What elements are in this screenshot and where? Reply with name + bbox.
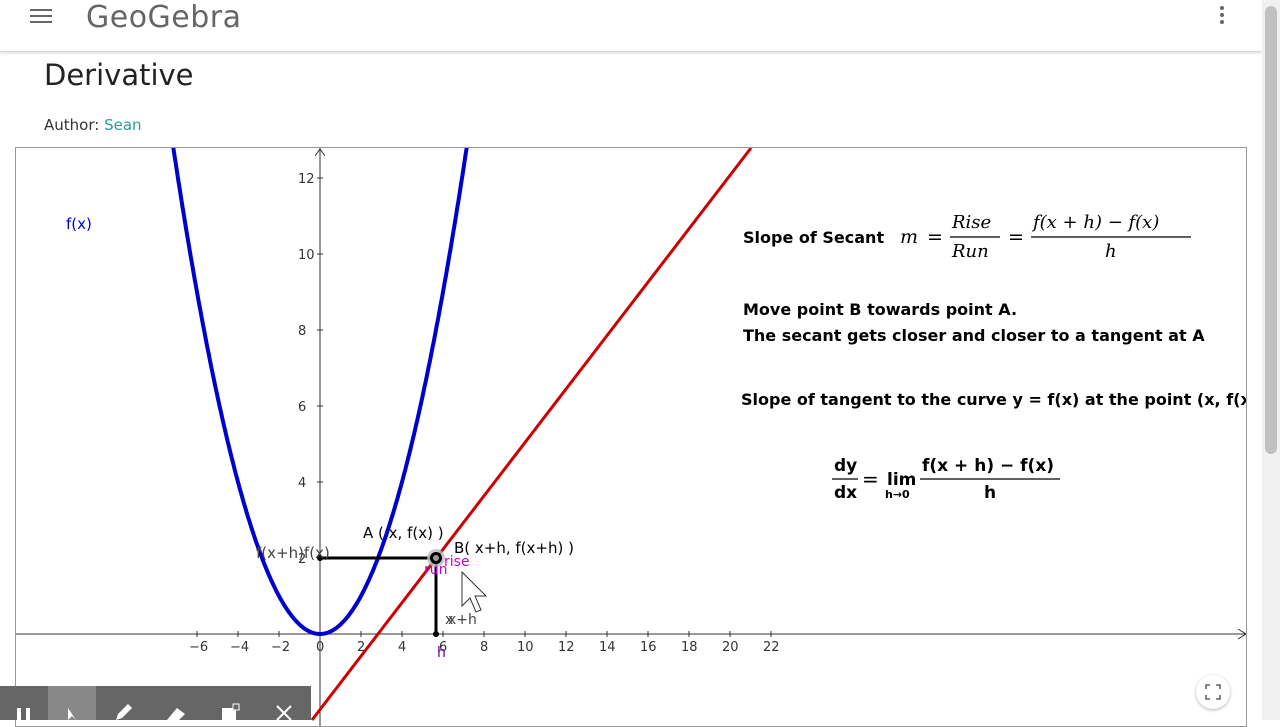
- author-label: Author:: [44, 116, 100, 134]
- move-tool-icon[interactable]: [48, 686, 96, 720]
- pen-icon[interactable]: [100, 686, 148, 720]
- fullscreen-button[interactable]: [1196, 675, 1230, 709]
- y-tick-label: 2: [298, 552, 306, 567]
- close-icon[interactable]: [260, 686, 308, 720]
- page-scrollbar[interactable]: [1262, 0, 1280, 720]
- y-tick-label: 12: [298, 172, 315, 187]
- x-tick-label: −4: [230, 640, 249, 655]
- x-tick-label: 22: [763, 640, 780, 655]
- svg-text:=: =: [862, 467, 879, 491]
- svg-text:h: h: [1105, 241, 1117, 262]
- x-axis-point: [433, 631, 439, 637]
- x-tick-label: 6: [439, 640, 447, 655]
- secant-formula: m = Rise Run = f(x + h) − f(x) h: [900, 212, 1191, 262]
- svg-text:=: =: [927, 226, 943, 248]
- author-line: Author: Sean: [44, 116, 142, 134]
- x-tick-label: 16: [640, 640, 657, 655]
- x-tick-label: 20: [722, 640, 739, 655]
- drawing-toolbar: [0, 686, 311, 720]
- y-tick-label: 10: [298, 248, 315, 263]
- x-tick-label: 18: [681, 640, 698, 655]
- y-value-labels: f(x+h)f(x): [256, 544, 330, 562]
- point-a-label: A ( x, f(x) ): [363, 524, 444, 542]
- pause-icon[interactable]: [0, 686, 48, 720]
- svg-text:dy: dy: [834, 456, 857, 476]
- x-tick-label: 2: [357, 640, 365, 655]
- rise-label: rise: [444, 554, 470, 570]
- x-tick-label: 12: [558, 640, 575, 655]
- x-plus-h-label: x+h: [448, 612, 477, 628]
- instruction-line-2: The secant gets closer and closer to a t…: [743, 326, 1205, 345]
- h-label: h: [437, 645, 446, 661]
- x-tick-label: −2: [271, 640, 290, 655]
- x-tick-label: 0: [316, 640, 324, 655]
- y-tick-label: 8: [298, 324, 306, 339]
- slope-secant-label: Slope of Secant: [743, 228, 884, 247]
- svg-text:f(x + h) − f(x): f(x + h) − f(x): [922, 456, 1054, 476]
- x-tick-label: 8: [480, 640, 488, 655]
- instruction-line-1: Move point B towards point A.: [743, 300, 1017, 319]
- x-axis-ticks: −6 −4 −2 0 2 4 6 8 10 12 14 16 18 20 22: [189, 631, 780, 655]
- eraser-icon[interactable]: [152, 686, 200, 720]
- page-title: Derivative: [44, 58, 194, 92]
- derivative-formula: dy dx = lim h→0 f(x + h) − f(x) h: [832, 456, 1060, 503]
- point-b-label: B( x+h, f(x+h) ): [454, 539, 574, 557]
- svg-text:h: h: [984, 483, 996, 503]
- x-label: x: [445, 612, 453, 628]
- function-curve[interactable]: [171, 148, 469, 636]
- svg-text:=: =: [1008, 226, 1024, 248]
- geogebra-logo[interactable]: GeoGebra: [86, 0, 242, 35]
- svg-text:lim: lim: [887, 470, 916, 490]
- tangent-slope-label: Slope of tangent to the curve y = f(x) a…: [741, 390, 1247, 409]
- geogebra-applet[interactable]: −6 −4 −2 0 2 4 6 8 10 12 14 16 18 20 22 2 4 6 8 10 12 f(x) …: [15, 147, 1247, 727]
- author-link[interactable]: Sean: [104, 116, 142, 134]
- x-tick-label: −6: [189, 640, 208, 655]
- y-axis-ticks: 2 4 6 8 10 12: [298, 172, 323, 567]
- run-label: run: [424, 562, 448, 578]
- function-label: f(x): [66, 215, 92, 233]
- svg-text:f(x + h) − f(x): f(x + h) − f(x): [1031, 212, 1159, 233]
- svg-text:dx: dx: [834, 483, 857, 503]
- svg-text:Run: Run: [951, 241, 989, 262]
- y-tick-label: 4: [298, 476, 306, 491]
- shape-icon[interactable]: [206, 686, 254, 720]
- svg-text:Rise: Rise: [951, 212, 991, 233]
- y-axis-point: [317, 555, 323, 561]
- fullscreen-icon: [1205, 684, 1221, 700]
- svg-text:h→0: h→0: [885, 488, 910, 501]
- vertical-dots-icon[interactable]: [1214, 6, 1230, 28]
- scrollbar-thumb[interactable]: [1265, 6, 1277, 454]
- x-tick-label: 14: [599, 640, 616, 655]
- x-tick-label: 4: [398, 640, 406, 655]
- x-tick-label: 10: [517, 640, 534, 655]
- mouse-cursor-icon: [461, 570, 488, 613]
- secant-line[interactable]: [310, 148, 753, 721]
- hamburger-menu-icon[interactable]: [30, 9, 52, 25]
- y-tick-label: 6: [298, 400, 306, 415]
- top-bar: GeoGebra: [0, 0, 1262, 52]
- svg-text:m: m: [900, 226, 918, 248]
